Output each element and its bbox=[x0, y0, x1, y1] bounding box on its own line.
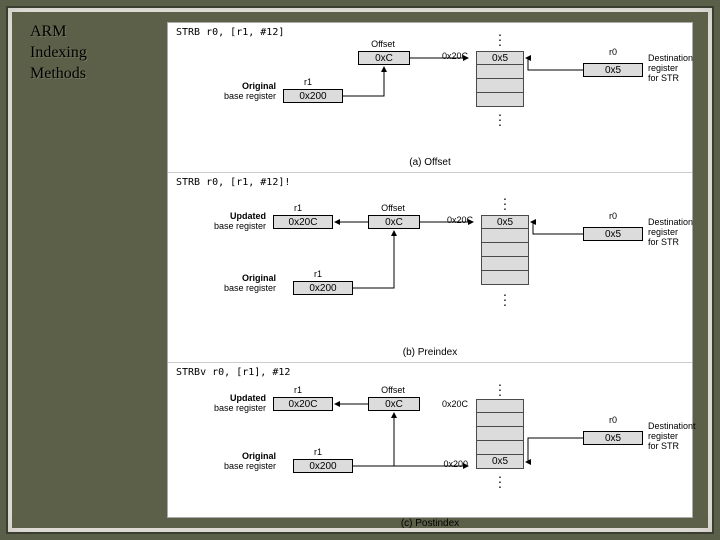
upd1-c: Updated bbox=[188, 393, 266, 403]
section-preindex: STRB r0, [r1, #12]! Updated base registe… bbox=[168, 173, 692, 363]
r0-label-a: r0 bbox=[598, 47, 628, 57]
offset-box-c: 0xC bbox=[368, 397, 420, 411]
caption-b: (b) Preindex bbox=[168, 347, 692, 358]
dots-a-top: ··· bbox=[496, 31, 504, 46]
memcell-c-1 bbox=[476, 413, 524, 427]
addr-a: 0x20C bbox=[418, 51, 468, 61]
dots-c-bot: ··· bbox=[496, 473, 504, 488]
memcell-a-2 bbox=[476, 79, 524, 93]
dots-b-top: ··· bbox=[501, 195, 509, 210]
r0-label-b: r0 bbox=[598, 211, 628, 221]
r0-box-c: 0x5 bbox=[583, 431, 643, 445]
section-offset: STRB r0, [r1, #12] Offset 0xC r1 0x200 O… bbox=[168, 23, 692, 173]
r1u-label-c: r1 bbox=[288, 385, 308, 395]
r1-box-c: 0x200 bbox=[293, 459, 353, 473]
asm-c: STRBv r0, [r1], #12 bbox=[176, 367, 290, 378]
offset-label-a: Offset bbox=[358, 39, 408, 49]
slide-title: ARM Indexing Methods bbox=[30, 22, 87, 84]
orig1-c: Original bbox=[198, 451, 276, 461]
caption-a: (a) Offset bbox=[168, 157, 692, 168]
diagram-panel: STRB r0, [r1, #12] Offset 0xC r1 0x200 O… bbox=[167, 22, 693, 518]
memcell-a-1 bbox=[476, 65, 524, 79]
asm-a: STRB r0, [r1, #12] bbox=[176, 27, 284, 38]
orig2-b: base register bbox=[198, 283, 276, 293]
dest2-c: register bbox=[648, 431, 708, 441]
caption-c: (c) Postindex bbox=[168, 518, 692, 529]
r1-box-b: 0x200 bbox=[293, 281, 353, 295]
r1u-label-b: r1 bbox=[288, 203, 308, 213]
memcol-b: 0x5 bbox=[481, 215, 529, 285]
addr2-c: 0x200 bbox=[418, 459, 468, 469]
memcell-b-3 bbox=[481, 257, 529, 271]
r0-label-c: r0 bbox=[598, 415, 628, 425]
r1-box-a: 0x200 bbox=[283, 89, 343, 103]
offset-label-c: Offset bbox=[368, 385, 418, 395]
memcell-b-1 bbox=[481, 229, 529, 243]
r1u-box-c: 0x20C bbox=[273, 397, 333, 411]
upd2-b: base register bbox=[188, 221, 266, 231]
dest1-a: Destination bbox=[648, 53, 708, 63]
dest1-b: Destination bbox=[648, 217, 708, 227]
memcol-c: 0x5 bbox=[476, 399, 524, 469]
dots-b-bot: ··· bbox=[501, 291, 509, 306]
offset-label-b: Offset bbox=[368, 203, 418, 213]
dots-c-top: ··· bbox=[496, 381, 504, 396]
memcell-b-4 bbox=[481, 271, 529, 285]
memcell-c-3 bbox=[476, 441, 524, 455]
title-line3: Methods bbox=[30, 64, 87, 85]
r1u-box-b: 0x20C bbox=[273, 215, 333, 229]
orig1-b: Original bbox=[198, 273, 276, 283]
r1-label-a: r1 bbox=[298, 77, 318, 87]
r1-label-c: r1 bbox=[308, 447, 328, 457]
memcell-c-4: 0x5 bbox=[476, 455, 524, 469]
arrows-c bbox=[168, 363, 692, 533]
offset-box-b: 0xC bbox=[368, 215, 420, 229]
orig2-c: base register bbox=[198, 461, 276, 471]
orig-lbl1-a: Original bbox=[198, 81, 276, 91]
arrows-b bbox=[168, 173, 692, 362]
dots-a-bot: ··· bbox=[496, 111, 504, 126]
section-postindex: STRBv r0, [r1], #12 Updated base registe… bbox=[168, 363, 692, 533]
addr-b: 0x20C bbox=[423, 215, 473, 225]
dest3-b: for STR bbox=[648, 237, 708, 247]
offset-box-a: 0xC bbox=[358, 51, 410, 65]
addr1-c: 0x20C bbox=[418, 399, 468, 409]
memcell-a-0: 0x5 bbox=[476, 51, 524, 65]
memcell-c-2 bbox=[476, 427, 524, 441]
upd1-b: Updated bbox=[188, 211, 266, 221]
title-line1: ARM bbox=[30, 22, 87, 43]
slide-bg: ARM Indexing Methods STRB r0, [r1, #12] … bbox=[12, 12, 708, 528]
orig-lbl2-a: base register bbox=[198, 91, 276, 101]
upd2-c: base register bbox=[188, 403, 266, 413]
dest3-c: for STR bbox=[648, 441, 708, 451]
memcell-a-3 bbox=[476, 93, 524, 107]
memcell-b-2 bbox=[481, 243, 529, 257]
r0-box-b: 0x5 bbox=[583, 227, 643, 241]
dest2-a: register bbox=[648, 63, 708, 73]
r1-label-b: r1 bbox=[308, 269, 328, 279]
dest2-b: register bbox=[648, 227, 708, 237]
title-line2: Indexing bbox=[30, 43, 87, 64]
slide-frame: ARM Indexing Methods STRB r0, [r1, #12] … bbox=[6, 6, 714, 534]
dest3-a: for STR bbox=[648, 73, 708, 83]
r0-box-a: 0x5 bbox=[583, 63, 643, 77]
asm-b: STRB r0, [r1, #12]! bbox=[176, 177, 290, 188]
dest1-c: Destinationt bbox=[648, 421, 718, 431]
memcol-a: 0x5 bbox=[476, 51, 524, 107]
memcell-b-0: 0x5 bbox=[481, 215, 529, 229]
